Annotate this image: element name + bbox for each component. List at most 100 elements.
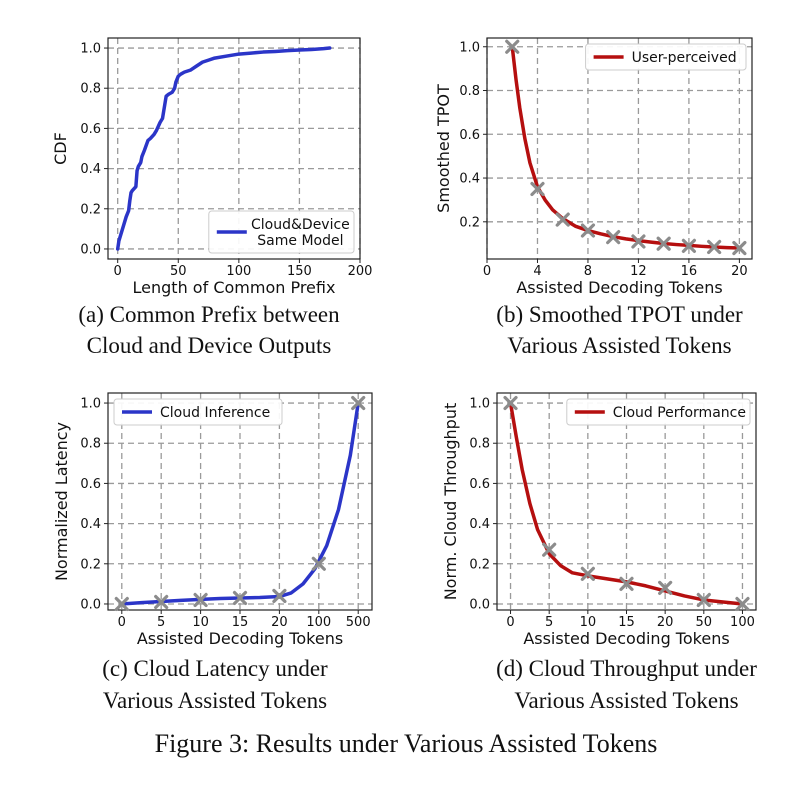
y-axis-label: Norm. Cloud Throughput <box>441 403 460 601</box>
y-tick-label: 0.2 <box>80 202 101 217</box>
y-tick-label: 0.2 <box>80 557 101 572</box>
subfigure-caption: (d) Cloud Throughput under <box>496 656 757 681</box>
y-tick-label: 1.0 <box>80 397 101 412</box>
y-tick-label: 0.8 <box>80 82 101 97</box>
chart-b: 0 4 8 12 16 20 0.2 0.4 0.6 0.8 1.0 Assisted Decodin… <box>434 37 753 358</box>
y-tick-label: 0.2 <box>459 215 480 230</box>
subfigure-caption: Various Assisted Tokens <box>103 688 327 713</box>
x-axis-label: Length of Common Prefix <box>133 278 336 297</box>
data-point-marker <box>154 594 169 610</box>
x-tick-label: 12 <box>630 264 647 279</box>
x-tick-label: 0 <box>483 264 491 279</box>
y-tick-label: 0.6 <box>469 477 490 492</box>
x-tick-label: 20 <box>731 264 748 279</box>
y-tick-label: 0.0 <box>469 597 490 612</box>
data-point-marker <box>732 240 747 256</box>
x-tick-label: 50 <box>170 264 187 279</box>
data-point-marker <box>114 596 129 612</box>
subfigure-caption: (a) Common Prefix between <box>78 302 340 327</box>
x-tick-label: 4 <box>533 264 541 279</box>
chart-a: 0 50 100 150 200 0.0 0.2 0.4 0.6 0.8 1.0 Length of … <box>51 37 373 358</box>
x-axis-label: Assisted Decoding Tokens <box>516 278 722 297</box>
y-axis-label: Smoothed TPOT <box>434 84 453 213</box>
data-point-marker <box>619 576 634 591</box>
data-point-marker <box>193 592 208 608</box>
plot-frame <box>486 37 753 260</box>
plot-frame <box>107 37 361 260</box>
x-tick-label: 0 <box>118 615 126 630</box>
x-tick-label: 20 <box>271 615 288 630</box>
subfigure-caption: Various Assisted Tokens <box>514 688 738 713</box>
y-tick-label: 0.6 <box>80 122 101 137</box>
data-point-marker <box>658 580 673 595</box>
legend: Cloud Inference <box>113 398 283 426</box>
data-point-marker <box>351 395 366 411</box>
data-point-marker <box>735 596 750 612</box>
y-tick-label: 0.4 <box>469 517 490 532</box>
x-tick-label: 50 <box>696 615 713 630</box>
data-point-marker <box>656 236 671 251</box>
x-tick-label: 150 <box>287 264 312 279</box>
x-tick-label: 16 <box>681 264 698 279</box>
y-tick-label: 0.8 <box>469 437 490 452</box>
data-point-marker <box>707 239 722 255</box>
x-tick-label: 500 <box>346 615 371 630</box>
data-point-marker <box>631 234 646 249</box>
legend-label: User-perceived <box>632 50 737 66</box>
y-tick-label: 0.2 <box>469 557 490 572</box>
y-tick-label: 0.8 <box>459 84 480 99</box>
y-tick-label: 0.0 <box>80 242 101 257</box>
legend-box <box>566 398 751 426</box>
y-axis-label: CDF <box>51 132 70 165</box>
x-tick-label: 0 <box>506 615 514 630</box>
data-point-marker <box>272 588 287 604</box>
data-point-marker <box>311 556 326 571</box>
y-tick-label: 1.0 <box>459 40 480 55</box>
x-tick-label: 20 <box>657 615 674 630</box>
subfigure-caption: (b) Smoothed TPOT under <box>496 302 743 327</box>
y-tick-label: 0.6 <box>459 128 480 143</box>
data-point-marker <box>542 542 557 557</box>
legend-label: Cloud Inference <box>160 405 270 421</box>
chart-d: 0 5 10 15 20 50 100 0.0 0.2 0.4 0.6 0.8 1.0 Assisted … <box>441 392 757 713</box>
subfigure-caption: (c) Cloud Latency under <box>102 656 328 681</box>
x-tick-label: 100 <box>306 615 331 630</box>
legend-label: Same Model <box>257 233 343 249</box>
x-tick-label: 0 <box>114 264 122 279</box>
x-axis-label: Assisted Decoding Tokens <box>523 629 729 648</box>
x-tick-label: 100 <box>730 615 755 630</box>
x-tick-label: 10 <box>192 615 209 630</box>
chart-c: 0 5 10 15 20 100 500 0.0 0.2 0.4 0.6 0.8 1.0 Assisted… <box>52 392 373 713</box>
x-tick-label: 200 <box>348 264 373 279</box>
series-line <box>510 45 742 250</box>
y-axis-label: Normalized Latency <box>52 422 71 581</box>
legend-box <box>113 398 283 426</box>
data-point-marker <box>555 212 570 227</box>
x-tick-label: 8 <box>584 264 592 279</box>
data-point-marker <box>606 230 621 245</box>
x-tick-label: 5 <box>545 615 553 630</box>
data-point-marker <box>580 566 595 581</box>
legend: User-perceived <box>585 43 747 71</box>
y-tick-label: 0.0 <box>80 597 101 612</box>
y-tick-label: 0.4 <box>80 162 101 177</box>
data-point-marker <box>681 238 697 253</box>
data-point-marker <box>530 181 545 197</box>
data-point-marker <box>232 590 248 606</box>
y-tick-label: 0.8 <box>80 437 101 452</box>
series-line <box>115 46 332 251</box>
x-axis-label: Assisted Decoding Tokens <box>137 629 343 648</box>
legend-box <box>585 43 747 71</box>
y-tick-label: 0.6 <box>80 477 101 492</box>
x-tick-label: 10 <box>580 615 597 630</box>
series-line <box>120 401 360 606</box>
x-tick-label: 15 <box>232 615 249 630</box>
legend-label: Cloud&Device <box>251 217 350 233</box>
data-point-marker <box>696 592 711 608</box>
figure-caption: Figure 3: Results under Various Assisted… <box>155 729 658 758</box>
y-tick-label: 0.4 <box>80 517 101 532</box>
y-tick-label: 1.0 <box>469 397 490 412</box>
x-tick-label: 100 <box>226 264 251 279</box>
legend-label: Cloud Performance <box>613 405 746 421</box>
